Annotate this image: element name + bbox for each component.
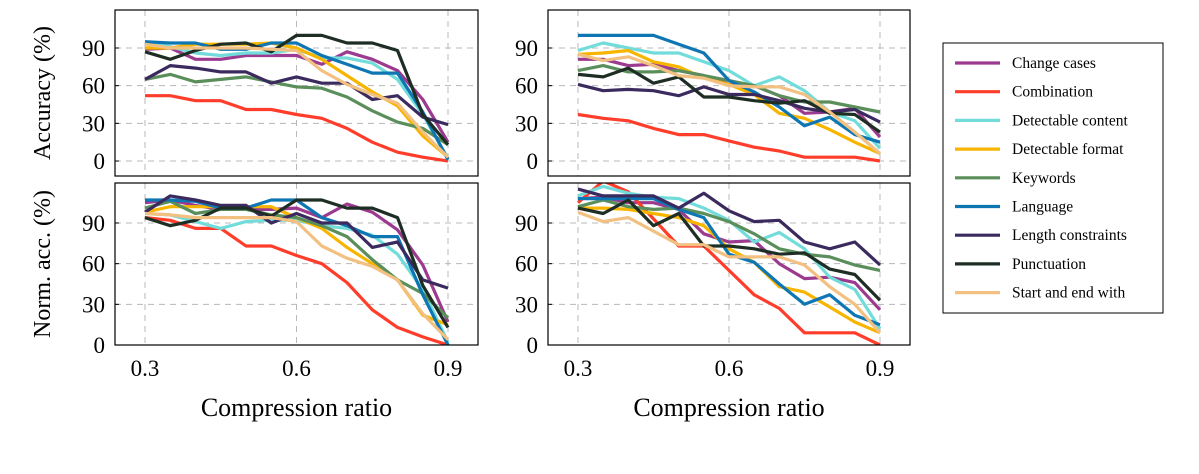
plot-frame xyxy=(547,9,911,177)
y-tick-label: 60 xyxy=(82,74,105,99)
series-line-detectable-format xyxy=(578,206,881,335)
y-axis-label: Accuracy (%) xyxy=(30,26,56,160)
y-tick-label: 90 xyxy=(82,36,105,61)
plot-frame xyxy=(114,182,479,346)
legend-item: Keywords xyxy=(955,170,1076,187)
legend-label: Punctuation xyxy=(1012,256,1086,273)
series-line-punctuation xyxy=(144,33,450,146)
y-tick-label: 0 xyxy=(94,149,106,174)
x-tick-label: 0.3 xyxy=(131,356,160,381)
series-group xyxy=(144,194,450,345)
legend-item: Detectable content xyxy=(955,112,1128,129)
y-tick-label: 60 xyxy=(515,74,538,99)
series-line-length-constraints xyxy=(144,63,449,127)
legend-item: Combination xyxy=(955,84,1093,101)
y-tick-label: 0 xyxy=(527,333,539,358)
legend-item: Start and end with xyxy=(955,285,1125,302)
series-line-combination xyxy=(144,216,449,345)
legend-label: Change cases xyxy=(1012,55,1096,72)
series-line-language xyxy=(578,33,881,144)
y-tick-label: 30 xyxy=(515,292,538,317)
legend-label: Language xyxy=(1012,199,1073,216)
series-line-combination xyxy=(577,112,881,163)
series-line-start-and-end-with xyxy=(144,42,450,159)
x-tick-label: 0.3 xyxy=(564,356,593,381)
y-axis-label: Norm. acc. (%) xyxy=(30,190,56,338)
legend-label: Length constraints xyxy=(1012,227,1127,244)
legend-item: Detectable format xyxy=(955,141,1124,158)
series-group xyxy=(577,33,882,163)
y-tick-label: 90 xyxy=(515,211,538,236)
legend-label: Keywords xyxy=(1012,170,1076,187)
series-line-start-and-end-with xyxy=(577,52,882,155)
x-tick-label: 0.6 xyxy=(715,356,744,381)
y-tick-label: 30 xyxy=(515,111,538,136)
y-tick-label: 60 xyxy=(82,252,105,277)
legend-label: Detectable format xyxy=(1012,141,1124,158)
series-line-length-constraints xyxy=(144,194,449,290)
panel-bottom-right: 0 30 60 90 0.3 0.6 0.9 Compression ratio xyxy=(515,182,911,422)
legend-item: Change cases xyxy=(955,55,1096,72)
legend-item: Length constraints xyxy=(955,227,1127,244)
legend: Change cases Combination Detectable conten… xyxy=(942,42,1164,314)
series-line-keywords xyxy=(577,198,881,272)
y-tick-label: 30 xyxy=(82,292,105,317)
x-tick-label: 0.9 xyxy=(434,356,463,381)
panel-top-left: 0 30 60 90 Accuracy (%) xyxy=(30,9,479,177)
plot-frame xyxy=(114,9,479,177)
y-tick-label: 30 xyxy=(82,111,105,136)
series-line-language xyxy=(144,40,450,161)
legend-label: Detectable content xyxy=(1012,112,1128,129)
series-line-combination xyxy=(145,94,449,163)
panel-top-right: 0 30 60 90 xyxy=(515,9,911,177)
legend-label: Combination xyxy=(1012,84,1093,101)
series-line-punctuation xyxy=(144,198,450,329)
x-axis-label: Compression ratio xyxy=(633,393,824,422)
series-line-start-and-end-with xyxy=(144,211,450,341)
y-tick-label: 0 xyxy=(94,333,106,358)
x-tick-label: 0.9 xyxy=(866,356,895,381)
series-line-change-cases xyxy=(144,46,450,144)
y-tick-label: 90 xyxy=(515,36,538,61)
legend-item: Punctuation xyxy=(955,256,1086,273)
x-tick-label: 0.6 xyxy=(282,356,311,381)
series-line-start-and-end-with xyxy=(577,210,882,334)
legend-item: Language xyxy=(955,199,1073,216)
series-group xyxy=(144,33,450,163)
x-axis-label: Compression ratio xyxy=(201,393,392,422)
legend-label: Start and end with xyxy=(1012,285,1125,302)
panel-bottom-left: 0 30 60 90 0.3 0.6 0.9 Norm. acc. (%) Compressio… xyxy=(30,182,479,422)
series-line-punctuation xyxy=(577,198,882,302)
plot-frame xyxy=(547,182,911,346)
series-line-length-constraints xyxy=(577,187,882,267)
y-tick-label: 90 xyxy=(82,211,105,236)
y-tick-label: 60 xyxy=(515,252,538,277)
series-line-keywords xyxy=(144,72,449,147)
y-tick-label: 0 xyxy=(527,149,539,174)
series-group xyxy=(576,183,882,345)
